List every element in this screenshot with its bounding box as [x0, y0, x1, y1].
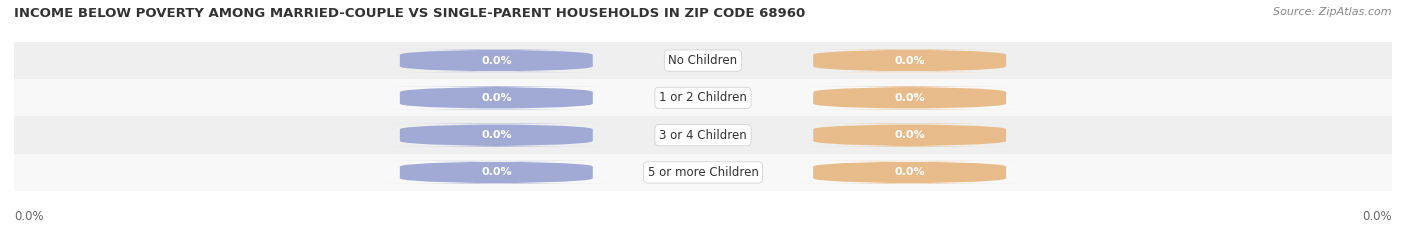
Text: 0.0%: 0.0% [481, 56, 512, 65]
FancyBboxPatch shape [380, 49, 613, 72]
Text: 0.0%: 0.0% [481, 93, 512, 103]
Text: 0.0%: 0.0% [894, 168, 925, 177]
FancyBboxPatch shape [793, 86, 1026, 110]
Bar [14, 79, 1392, 116]
Bar [14, 42, 1392, 79]
FancyBboxPatch shape [793, 49, 1026, 72]
FancyBboxPatch shape [793, 123, 1026, 147]
FancyBboxPatch shape [380, 161, 613, 184]
Text: INCOME BELOW POVERTY AMONG MARRIED-COUPLE VS SINGLE-PARENT HOUSEHOLDS IN ZIP COD: INCOME BELOW POVERTY AMONG MARRIED-COUPL… [14, 7, 806, 20]
Text: 0.0%: 0.0% [894, 93, 925, 103]
Text: 3 or 4 Children: 3 or 4 Children [659, 129, 747, 142]
Text: 0.0%: 0.0% [481, 168, 512, 177]
FancyBboxPatch shape [380, 123, 613, 147]
Text: No Children: No Children [668, 54, 738, 67]
Bar [14, 116, 1392, 154]
FancyBboxPatch shape [380, 86, 613, 110]
FancyBboxPatch shape [793, 161, 1026, 184]
Text: 1 or 2 Children: 1 or 2 Children [659, 91, 747, 104]
Text: 0.0%: 0.0% [14, 210, 44, 223]
Text: 0.0%: 0.0% [1362, 210, 1392, 223]
Text: 5 or more Children: 5 or more Children [648, 166, 758, 179]
Text: 0.0%: 0.0% [481, 130, 512, 140]
Bar [14, 154, 1392, 191]
Text: 0.0%: 0.0% [894, 56, 925, 65]
Text: Source: ZipAtlas.com: Source: ZipAtlas.com [1274, 7, 1392, 17]
Text: 0.0%: 0.0% [894, 130, 925, 140]
